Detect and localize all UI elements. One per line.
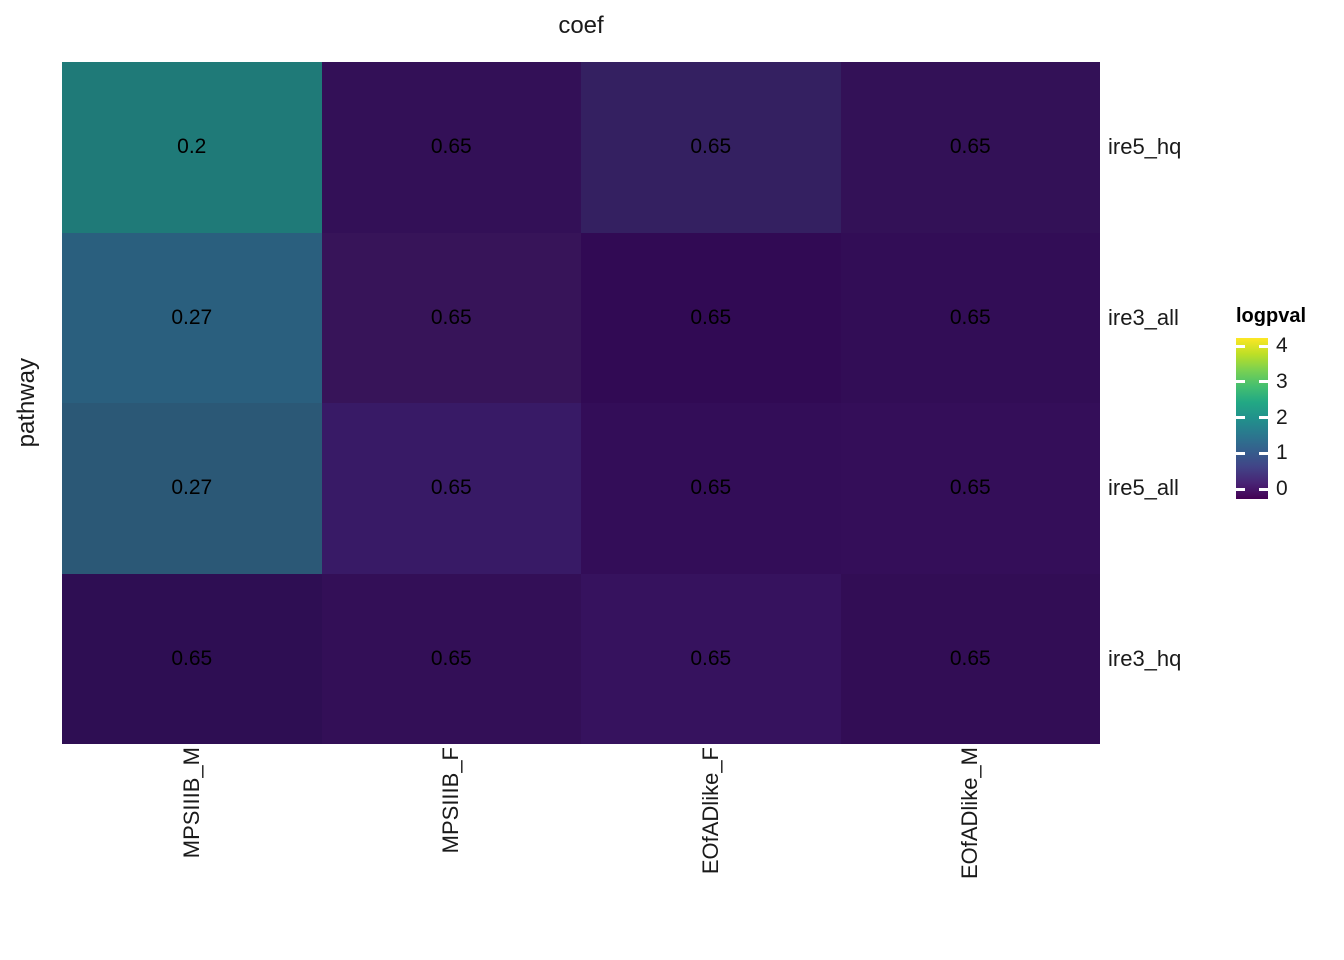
legend-tick-mark	[1236, 344, 1245, 348]
y-axis-tick-labels: ire5_hq ire3_all ire5_all ire3_hq	[1108, 62, 1228, 744]
heatmap-grid: 0.2 0.65 0.65 0.65 0.27 0.65 0.65 0.65 0.27 0.65 0…	[62, 62, 1100, 744]
cell-value-label: 0.65	[171, 646, 213, 670]
heatmap-cell-ire5_hq-MPSIIIB_M: 0.2	[62, 62, 322, 233]
x-axis-title: coef	[558, 12, 604, 39]
cell-value-label: 0.65	[690, 305, 732, 329]
heatmap-cell-ire5_hq-MPSIIIB_F: 0.65	[321, 62, 581, 233]
col-label-text: MPSIIIB_F	[438, 747, 464, 854]
col-label-EOfADlike_F: EOfADlike_F	[581, 747, 841, 947]
cell-value-label: 0.65	[949, 476, 991, 500]
legend-tick-label-1: 1	[1276, 441, 1288, 465]
cell-value-label: 0.65	[430, 305, 472, 329]
legend-tick-label-2: 2	[1276, 405, 1288, 429]
heatmap-cell-ire3_hq-MPSIIIB_F: 0.65	[321, 573, 581, 744]
col-label-text: MPSIIIB_M	[178, 747, 204, 859]
heatmap-cell-ire3_all-MPSIIIB_M: 0.27	[62, 232, 322, 403]
col-label-text: EOfADlike_M	[957, 747, 983, 880]
heatmap-cell-ire5_all-EOfADlike_F: 0.65	[581, 403, 841, 574]
heatmap-cell-ire3_all-EOfADlike_M: 0.65	[840, 232, 1100, 403]
cell-value-label: 0.65	[690, 476, 732, 500]
legend-tick-mark	[1236, 451, 1245, 455]
cell-value-label: 0.65	[430, 646, 472, 670]
cell-value-label: 0.65	[430, 135, 472, 159]
legend-tick-mark	[1259, 487, 1268, 491]
legend-tick-mark	[1236, 487, 1245, 491]
col-label-EOfADlike_M: EOfADlike_M	[841, 747, 1101, 947]
legend-tick-mark	[1236, 416, 1245, 419]
legend-colorbar: 4 3 2 1 0	[1236, 334, 1288, 500]
legend-tick-mark	[1259, 451, 1268, 455]
y-axis-title-text: pathway	[13, 358, 40, 448]
heatmap-cell-ire3_hq-EOfADlike_F: 0.65	[581, 573, 841, 744]
heatmap-cell-ire3_all-EOfADlike_F: 0.65	[581, 232, 841, 403]
cell-value-label: 0.27	[171, 305, 213, 329]
col-label-text: EOfADlike_F	[697, 747, 723, 875]
row-label-ire3_hq: ire3_hq	[1108, 645, 1182, 671]
heatmap-cell-ire3_hq-EOfADlike_M: 0.65	[840, 573, 1100, 744]
legend: logpval 4 3 2 1 0	[1236, 305, 1344, 500]
cell-value-label: 0.65	[949, 135, 991, 159]
cell-value-label: 0.65	[690, 135, 732, 159]
legend-tick-mark	[1259, 344, 1268, 348]
col-label-MPSIIIB_M: MPSIIIB_M	[62, 747, 322, 947]
heatmap-cell-ire5_hq-EOfADlike_M: 0.65	[840, 62, 1100, 233]
heatmap-cell-ire5_all-MPSIIIB_F: 0.65	[321, 403, 581, 574]
cell-value-label: 0.2	[177, 135, 207, 159]
heatmap-cell-ire5_all-MPSIIIB_M: 0.27	[62, 403, 322, 574]
cell-value-label: 0.65	[949, 305, 991, 329]
cell-value-label: 0.65	[949, 646, 991, 670]
legend-tick-label-4: 4	[1276, 334, 1288, 357]
y-axis-title: pathway	[10, 62, 44, 744]
col-label-MPSIIIB_F: MPSIIIB_F	[322, 747, 582, 947]
row-label-ire3_all: ire3_all	[1108, 304, 1179, 330]
heatmap-cell-ire5_all-EOfADlike_M: 0.65	[840, 403, 1100, 574]
legend-tick-mark	[1259, 416, 1268, 419]
legend-title: logpval	[1236, 305, 1307, 327]
legend-tick-mark	[1236, 380, 1245, 384]
cell-value-label: 0.65	[690, 646, 732, 670]
heatmap-cell-ire3_all-MPSIIIB_F: 0.65	[321, 232, 581, 403]
x-axis-tick-labels: MPSIIIB_M MPSIIIB_F EOfADlike_F EOfADlike_M	[62, 747, 1100, 947]
row-label-ire5_all: ire5_all	[1108, 475, 1179, 501]
row-label-ire5_hq: ire5_hq	[1108, 134, 1182, 160]
heatmap-cell-ire5_hq-EOfADlike_F: 0.65	[581, 62, 841, 233]
legend-tick-label-0: 0	[1276, 477, 1288, 500]
cell-value-label: 0.27	[171, 476, 213, 500]
legend-tick-label-3: 3	[1276, 369, 1288, 393]
cell-value-label: 0.65	[430, 476, 472, 500]
heatmap-cell-ire3_hq-MPSIIIB_M: 0.65	[62, 573, 322, 744]
legend-tick-mark	[1259, 380, 1268, 384]
